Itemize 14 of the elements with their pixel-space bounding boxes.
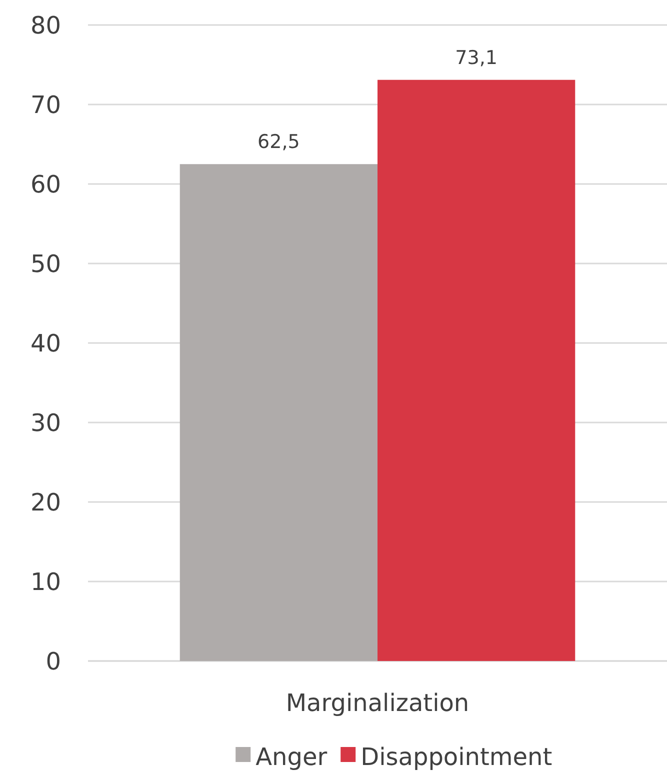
data-label: 73,1 bbox=[455, 46, 498, 69]
legend-label: Anger bbox=[256, 743, 328, 772]
y-tick-label: 40 bbox=[30, 329, 61, 358]
legend-label: Disappointment bbox=[360, 743, 552, 772]
x-tick-label: Marginalization bbox=[286, 689, 470, 717]
y-tick-label: 80 bbox=[30, 11, 61, 40]
data-label: 62,5 bbox=[258, 131, 300, 154]
y-tick-label: 70 bbox=[30, 90, 61, 119]
y-tick-label: 30 bbox=[30, 408, 61, 437]
y-tick-label: 20 bbox=[30, 488, 61, 516]
y-tick-label: 50 bbox=[30, 250, 61, 278]
y-tick-label: 60 bbox=[30, 170, 61, 198]
y-tick-label: 0 bbox=[46, 647, 61, 676]
y-tick-label: 10 bbox=[30, 568, 61, 596]
